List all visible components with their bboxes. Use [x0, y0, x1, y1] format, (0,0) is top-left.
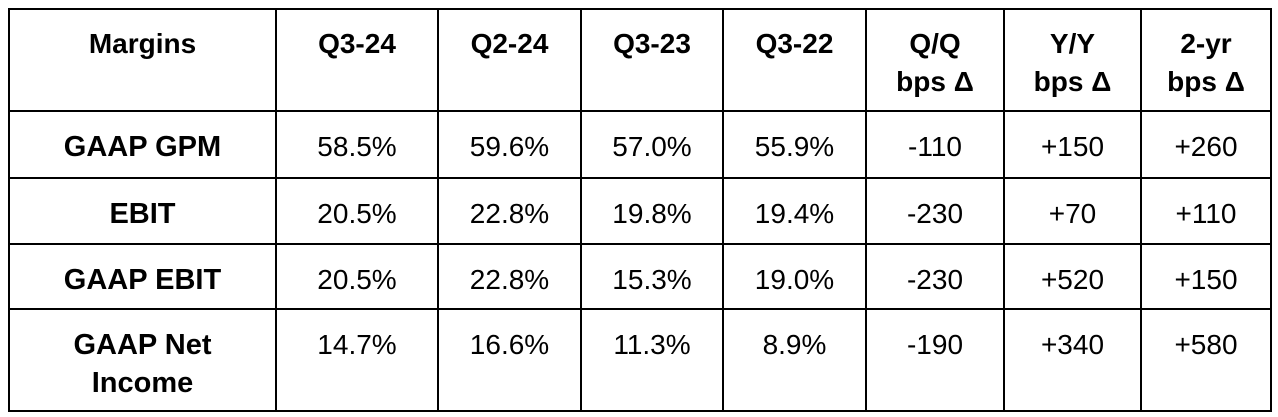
- value-cell: 11.3%: [580, 308, 724, 412]
- value-cell: +150: [1140, 243, 1272, 310]
- header-cell: Q3-22: [722, 8, 867, 112]
- value-cell: 16.6%: [437, 308, 582, 412]
- value-cell: 15.3%: [580, 243, 724, 310]
- margins-table: Margins Q3-24 Q2-24 Q3-23 Q3-22 Q/Q bps Δ Y/Y …: [8, 8, 1272, 412]
- value-cell: -190: [865, 308, 1005, 412]
- value-cell: 14.7%: [275, 308, 439, 412]
- table-row: EBIT 20.5% 22.8% 19.8% 19.4% -230 +70 +110: [8, 177, 1272, 245]
- value-cell: +340: [1003, 308, 1142, 412]
- table-row: GAAP GPM 58.5% 59.6% 57.0% 55.9% -110 +150 +260: [8, 110, 1272, 179]
- header-cell: 2-yr bps Δ: [1140, 8, 1272, 112]
- value-cell: -110: [865, 110, 1005, 179]
- table-row: GAAP Net Income 14.7% 16.6% 11.3% 8.9% -190 +3…: [8, 308, 1272, 412]
- header-cell: Q/Q bps Δ: [865, 8, 1005, 112]
- row-label: GAAP Net Income: [8, 308, 277, 412]
- value-cell: +260: [1140, 110, 1272, 179]
- value-cell: 57.0%: [580, 110, 724, 179]
- row-label: EBIT: [8, 177, 277, 245]
- value-cell: +520: [1003, 243, 1142, 310]
- value-cell: 22.8%: [437, 177, 582, 245]
- header-cell: Q3-24: [275, 8, 439, 112]
- value-cell: 19.0%: [722, 243, 867, 310]
- value-cell: 20.5%: [275, 177, 439, 245]
- value-cell: 20.5%: [275, 243, 439, 310]
- value-cell: 59.6%: [437, 110, 582, 179]
- value-cell: 8.9%: [722, 308, 867, 412]
- table-row: GAAP EBIT 20.5% 22.8% 15.3% 19.0% -230 +520 +15…: [8, 243, 1272, 310]
- value-cell: -230: [865, 243, 1005, 310]
- row-label: GAAP GPM: [8, 110, 277, 179]
- value-cell: 58.5%: [275, 110, 439, 179]
- header-cell: Q3-23: [580, 8, 724, 112]
- value-cell: +580: [1140, 308, 1272, 412]
- header-cell: Y/Y bps Δ: [1003, 8, 1142, 112]
- value-cell: 19.8%: [580, 177, 724, 245]
- value-cell: +70: [1003, 177, 1142, 245]
- value-cell: +110: [1140, 177, 1272, 245]
- value-cell: -230: [865, 177, 1005, 245]
- value-cell: +150: [1003, 110, 1142, 179]
- header-row: Margins Q3-24 Q2-24 Q3-23 Q3-22 Q/Q bps Δ Y/Y …: [8, 8, 1272, 112]
- value-cell: 55.9%: [722, 110, 867, 179]
- value-cell: 22.8%: [437, 243, 582, 310]
- header-cell: Q2-24: [437, 8, 582, 112]
- row-label: GAAP EBIT: [8, 243, 277, 310]
- value-cell: 19.4%: [722, 177, 867, 245]
- header-cell: Margins: [8, 8, 277, 112]
- table-body: GAAP GPM 58.5% 59.6% 57.0% 55.9% -110 +150 +260…: [8, 110, 1272, 412]
